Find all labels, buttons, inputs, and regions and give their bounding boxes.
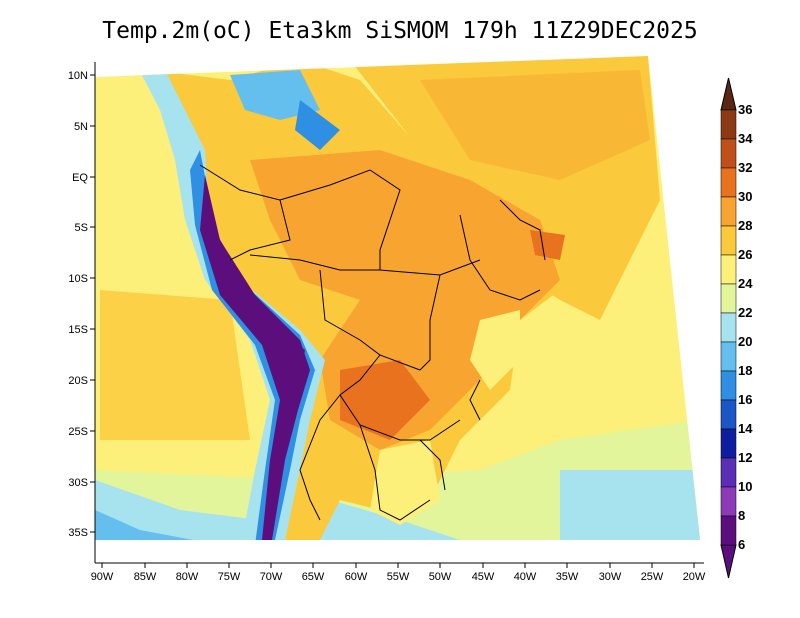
lon-label: 25W bbox=[641, 571, 664, 583]
lat-label: 15S bbox=[68, 324, 88, 336]
altiplano bbox=[265, 320, 305, 385]
colorbar-label: 12 bbox=[738, 450, 752, 465]
lon-label: 20W bbox=[683, 571, 706, 583]
colorbar-bottom-arrow bbox=[720, 544, 737, 579]
map-field bbox=[95, 56, 700, 540]
northern-andes bbox=[230, 70, 320, 120]
lat-label: 10S bbox=[68, 273, 88, 285]
lon-label: 70W bbox=[260, 571, 283, 583]
colorbar-label: 32 bbox=[738, 160, 752, 175]
colorbar-label: 36 bbox=[738, 102, 752, 117]
lon-label: 80W bbox=[176, 571, 199, 583]
colorbar: 36 34 32 30 28 26 24 22 20 18 16 14 12 1… bbox=[720, 77, 753, 579]
warm-pacific bbox=[100, 290, 250, 440]
colorbar-segment bbox=[720, 341, 737, 372]
colorbar-label: 30 bbox=[738, 189, 752, 204]
colorbar-segment bbox=[720, 457, 737, 488]
lon-label: 75W bbox=[218, 571, 241, 583]
lon-label: 65W bbox=[302, 571, 325, 583]
colorbar-segment bbox=[720, 254, 737, 285]
colorbar-segment bbox=[720, 283, 737, 314]
lon-label: 30W bbox=[599, 571, 622, 583]
cool-plateau bbox=[470, 310, 520, 390]
colorbar-label: 16 bbox=[738, 392, 752, 407]
colorbar-segment bbox=[720, 486, 737, 517]
colorbar-label: 14 bbox=[738, 421, 753, 436]
warm-atlantic-core bbox=[420, 70, 650, 180]
lat-label: 35S bbox=[68, 527, 88, 539]
cool-southeast bbox=[560, 470, 700, 540]
lat-ticks: 10N 5N EQ 5S 10S 15S 20S 25S 30S 35S bbox=[68, 70, 95, 539]
colorbar-label: 10 bbox=[738, 479, 752, 494]
country-borders bbox=[199, 164, 546, 521]
hot-spot-northeast bbox=[530, 230, 565, 260]
colorbar-segment bbox=[720, 428, 737, 459]
colorbar-segment bbox=[720, 167, 737, 198]
colorbar-label: 28 bbox=[738, 218, 752, 233]
lat-label: 30S bbox=[68, 477, 88, 489]
map-title: Temp.2m(oC) Eta3km SiSMOM 179h 11Z29DEC2… bbox=[102, 18, 698, 44]
colorbar-segment bbox=[720, 370, 737, 401]
colorbar-label: 20 bbox=[738, 334, 752, 349]
colorbar-segment bbox=[720, 312, 737, 343]
cooler-band-south bbox=[95, 480, 460, 540]
lon-ticks: 90W 85W 80W 75W 70W 65W 60W 55W 50W 45W … bbox=[91, 563, 706, 583]
colorbar-segment bbox=[720, 225, 737, 256]
lon-label: 50W bbox=[429, 571, 452, 583]
colorbar-segment bbox=[720, 109, 737, 140]
colorbar-label: 6 bbox=[738, 537, 745, 552]
lon-label: 90W bbox=[91, 571, 114, 583]
colorbar-label: 24 bbox=[738, 276, 753, 291]
lon-label: 35W bbox=[556, 571, 579, 583]
colorbar-label: 18 bbox=[738, 363, 752, 378]
southern-brazil bbox=[370, 440, 440, 525]
colorbar-segment bbox=[720, 138, 737, 169]
lon-label: 85W bbox=[134, 571, 157, 583]
colorbar-label: 8 bbox=[738, 508, 745, 523]
lon-label: 60W bbox=[345, 571, 368, 583]
northern-andes-peak bbox=[295, 100, 340, 150]
colorbar-segment bbox=[720, 399, 737, 430]
andes-high bbox=[200, 175, 310, 540]
colorbar-segment bbox=[720, 515, 737, 546]
colorbar-label: 26 bbox=[738, 247, 752, 262]
hot-spot-chaco bbox=[340, 360, 430, 440]
lat-label: 10N bbox=[68, 70, 88, 82]
lat-label: 5S bbox=[75, 222, 88, 234]
colorbar-top-arrow bbox=[720, 77, 737, 111]
colorbar-label: 22 bbox=[738, 305, 752, 320]
lat-label: 20S bbox=[68, 375, 88, 387]
lon-label: 45W bbox=[472, 571, 495, 583]
coldest-ocean bbox=[95, 510, 220, 540]
axis-frame bbox=[94, 62, 704, 564]
lat-label: EQ bbox=[72, 172, 88, 184]
lat-label: 25S bbox=[68, 426, 88, 438]
colorbar-segment bbox=[720, 196, 737, 227]
colorbar-label: 34 bbox=[738, 131, 753, 146]
lat-label: 5N bbox=[74, 121, 88, 133]
lon-label: 55W bbox=[387, 571, 410, 583]
lon-label: 40W bbox=[514, 571, 537, 583]
